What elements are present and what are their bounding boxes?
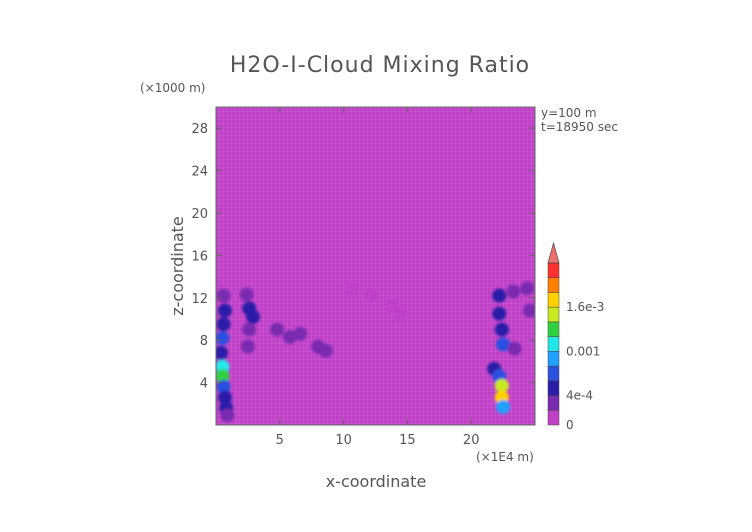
plot-area (215, 106, 536, 426)
colorbar-segment-1 (547, 395, 560, 411)
colorbar-segment-9 (547, 277, 560, 293)
plot-gridtexture (216, 107, 535, 425)
x-tick-label-1: 10 (335, 433, 352, 448)
y-tick-label-6: 28 (191, 122, 208, 137)
x-tick-label-0: 5 (276, 433, 284, 448)
data-cell-13 (246, 309, 261, 324)
colorbar-label-2: 0.001 (566, 344, 600, 358)
x-tick-label-3: 20 (463, 433, 480, 448)
y-tick-label-2: 12 (191, 292, 208, 307)
plot-frame (215, 106, 536, 426)
y-unit-label: (×1000 m) (140, 81, 205, 95)
colorbar-label-1: 4e-4 (566, 389, 593, 403)
colorbar-segment-0 (547, 410, 560, 426)
y-tick-label-1: 8 (200, 334, 208, 349)
data-cell-24 (394, 307, 409, 322)
data-cell-15 (240, 339, 255, 354)
data-cell-18 (293, 326, 308, 341)
data-cell-22 (364, 287, 379, 302)
y-axis-label: z-coordinate (168, 216, 187, 316)
x-axis-label: x-coordinate (326, 472, 427, 491)
y-tick-label-3: 16 (191, 249, 208, 264)
data-cell-20 (318, 343, 333, 358)
data-cell-23 (385, 299, 400, 314)
data-cell-29 (496, 399, 511, 414)
colorbar-label-3: 1.6e-3 (566, 300, 604, 314)
chart-title: H2O-I-Cloud Mixing Ratio (230, 53, 530, 78)
data-cell-30 (496, 337, 511, 352)
data-cell-21 (344, 282, 359, 297)
data-cell-37 (507, 341, 522, 356)
colorbar: 0 4e-4 0.001 1.6e-3 (547, 241, 604, 432)
data-cell-16 (270, 322, 285, 337)
colorbar-segment-7 (547, 306, 560, 323)
data-cell-1 (217, 303, 232, 318)
data-cell-34 (506, 284, 521, 299)
colorbar-segment-2 (547, 380, 560, 396)
annotation-y: y=100 m (541, 106, 597, 120)
data-cell-8 (217, 390, 232, 405)
data-cell-36 (522, 303, 535, 318)
colorbar-segment-5 (547, 336, 560, 352)
data-cell-0 (216, 288, 231, 303)
data-cell-2 (216, 317, 231, 332)
y-tick-label-0: 4 (200, 377, 208, 392)
data-cell-35 (520, 281, 535, 296)
y-tick-label-4: 20 (191, 207, 208, 222)
colorbar-label-0: 0 (566, 418, 574, 432)
colorbar-segment-6 (547, 321, 560, 337)
data-cell-10 (220, 408, 235, 423)
colorbar-segment-10 (547, 262, 560, 278)
colorbar-extend-arrow (547, 241, 560, 264)
data-cell-31 (494, 322, 509, 337)
colorbar-segment-4 (547, 351, 560, 367)
data-cell-32 (492, 306, 507, 321)
data-cell-11 (239, 287, 254, 302)
data-cell-3 (216, 331, 230, 346)
data-cell-14 (242, 322, 257, 337)
data-cell-4 (216, 345, 229, 360)
y-tick-label-5: 24 (191, 165, 208, 180)
data-cell-27 (494, 378, 509, 393)
x-unit-label: (×1E4 m) (476, 450, 534, 464)
data-cell-6 (216, 369, 230, 384)
colorbar-segment-3 (547, 365, 560, 382)
colorbar-segment-8 (547, 292, 560, 308)
annotation-t: t=18950 sec (541, 120, 618, 134)
x-tick-label-2: 15 (399, 433, 416, 448)
data-cell-33 (492, 288, 507, 303)
data-cell-7 (216, 379, 231, 394)
